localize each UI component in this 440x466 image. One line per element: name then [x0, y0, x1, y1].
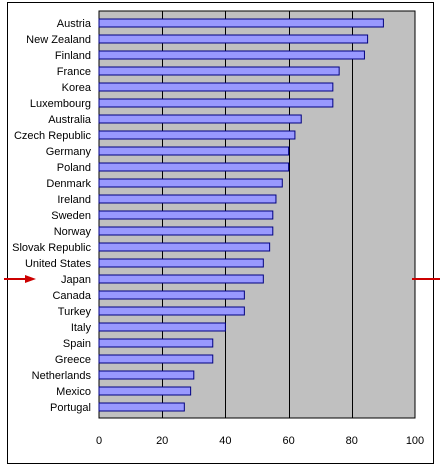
bar-mexico — [98, 386, 192, 396]
bar-netherlands — [98, 370, 195, 380]
bar-spain — [98, 338, 214, 348]
bar-denmark — [98, 178, 283, 188]
bar-slovak-republic — [98, 242, 271, 252]
bar-luxembourg — [98, 98, 334, 108]
bar-australia — [98, 114, 302, 124]
bars — [98, 18, 384, 412]
bar-turkey — [98, 306, 245, 316]
x-tick-label-100: 100 — [406, 435, 424, 447]
bar-austria — [98, 18, 384, 28]
category-label-slovak-republic: Slovak Republic — [12, 242, 91, 254]
category-label-mexico: Mexico — [56, 386, 91, 398]
bar-portugal — [98, 402, 185, 412]
category-label-japan: Japan — [61, 274, 91, 286]
highlight-arrow-head — [25, 275, 36, 283]
bar-france — [98, 66, 340, 76]
bar-new-zealand — [98, 34, 369, 44]
bar-italy — [98, 322, 226, 332]
category-label-czech-republic: Czech Republic — [14, 130, 92, 142]
category-label-netherlands: Netherlands — [32, 370, 92, 382]
category-label-turkey: Turkey — [58, 306, 92, 318]
category-label-portugal: Portugal — [50, 402, 91, 414]
category-label-sweden: Sweden — [51, 210, 91, 222]
category-label-finland: Finland — [55, 50, 91, 62]
category-label-france: France — [57, 66, 91, 78]
category-label-canada: Canada — [52, 290, 91, 302]
category-label-australia: Australia — [48, 114, 92, 126]
bar-united-states — [98, 258, 264, 268]
x-tick-label-20: 20 — [156, 435, 168, 447]
bar-norway — [98, 226, 274, 236]
category-label-austria: Austria — [57, 18, 92, 30]
category-label-poland: Poland — [57, 162, 91, 174]
bar-greece — [98, 354, 214, 364]
x-tick-label-60: 60 — [282, 435, 294, 447]
bar-finland — [98, 50, 365, 60]
bar-czech-republic — [98, 130, 296, 140]
bar-germany — [98, 146, 290, 156]
x-tick-label-0: 0 — [96, 435, 102, 447]
category-label-greece: Greece — [55, 354, 91, 366]
bar-sweden — [98, 210, 274, 220]
category-label-spain: Spain — [63, 338, 91, 350]
bar-japan — [98, 274, 264, 284]
bar-korea — [98, 82, 334, 92]
category-label-united-states: United States — [25, 258, 92, 270]
category-label-new-zealand: New Zealand — [26, 34, 91, 46]
category-label-italy: Italy — [71, 322, 92, 334]
x-tick-labels: 0 20 40 60 80 100 — [96, 435, 424, 447]
category-label-ireland: Ireland — [57, 194, 91, 206]
category-label-luxembourg: Luxembourg — [30, 98, 91, 110]
category-label-germany: Germany — [46, 146, 92, 158]
x-tick-label-80: 80 — [346, 435, 358, 447]
bar-canada — [98, 290, 245, 300]
category-label-korea: Korea — [62, 82, 92, 94]
bar-ireland — [98, 194, 277, 204]
category-labels: Austria New Zealand Finland France Korea Luxe… — [12, 18, 92, 414]
bar-poland — [98, 162, 290, 172]
x-tick-label-40: 40 — [219, 435, 231, 447]
highlight-markers — [4, 275, 440, 283]
category-label-denmark: Denmark — [46, 178, 91, 190]
category-label-norway: Norway — [54, 226, 92, 238]
